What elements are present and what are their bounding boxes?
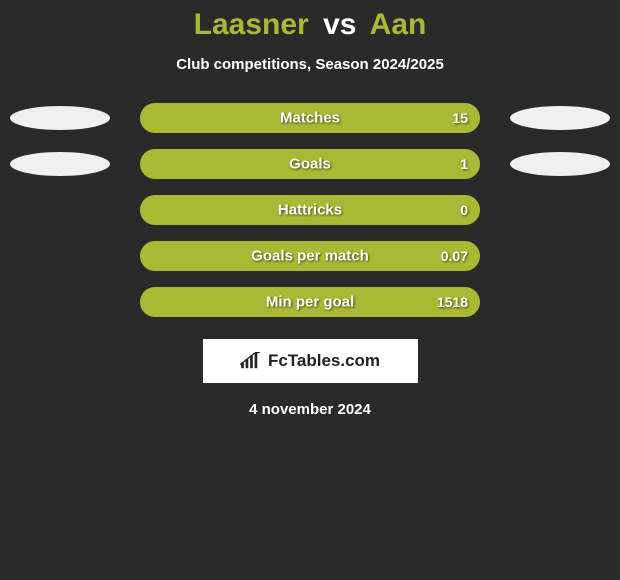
- stat-label: Min per goal: [266, 294, 354, 311]
- left-ellipse-icon: [10, 106, 110, 130]
- stat-value-right: 0: [460, 202, 468, 218]
- stat-bar: Goals 1: [140, 149, 480, 179]
- right-ellipse-icon: [510, 152, 610, 176]
- stat-label: Goals per match: [251, 248, 369, 265]
- stat-label: Hattricks: [278, 202, 342, 219]
- left-ellipse-icon: [10, 152, 110, 176]
- vs-label: vs: [323, 8, 356, 41]
- stat-value-right: 1: [460, 156, 468, 172]
- stat-label: Goals: [289, 156, 331, 173]
- logo-text: FcTables.com: [268, 351, 380, 371]
- date-label: 4 november 2024: [0, 401, 620, 418]
- stat-value-right: 1518: [437, 294, 468, 310]
- stat-row: Min per goal 1518: [0, 287, 620, 317]
- barchart-icon: [240, 352, 262, 370]
- comparison-title: Laasner vs Aan: [0, 8, 620, 42]
- stat-bar: Min per goal 1518: [140, 287, 480, 317]
- subtitle: Club competitions, Season 2024/2025: [0, 56, 620, 73]
- stat-row: Goals per match 0.07: [0, 241, 620, 271]
- player1-name: Laasner: [194, 8, 309, 41]
- stat-bar: Hattricks 0: [140, 195, 480, 225]
- attribution-logo: FcTables.com: [203, 339, 418, 383]
- stat-label: Matches: [280, 110, 340, 127]
- stat-bar: Matches 15: [140, 103, 480, 133]
- stat-row: Matches 15: [0, 103, 620, 133]
- stat-value-right: 15: [452, 110, 468, 126]
- stat-value-right: 0.07: [441, 248, 468, 264]
- right-ellipse-icon: [510, 106, 610, 130]
- stats-rows: Matches 15 Goals 1 Hattricks 0 Goals per match…: [0, 103, 620, 317]
- stat-bar: Goals per match 0.07: [140, 241, 480, 271]
- stat-row: Hattricks 0: [0, 195, 620, 225]
- stat-row: Goals 1: [0, 149, 620, 179]
- player2-name: Aan: [370, 8, 427, 41]
